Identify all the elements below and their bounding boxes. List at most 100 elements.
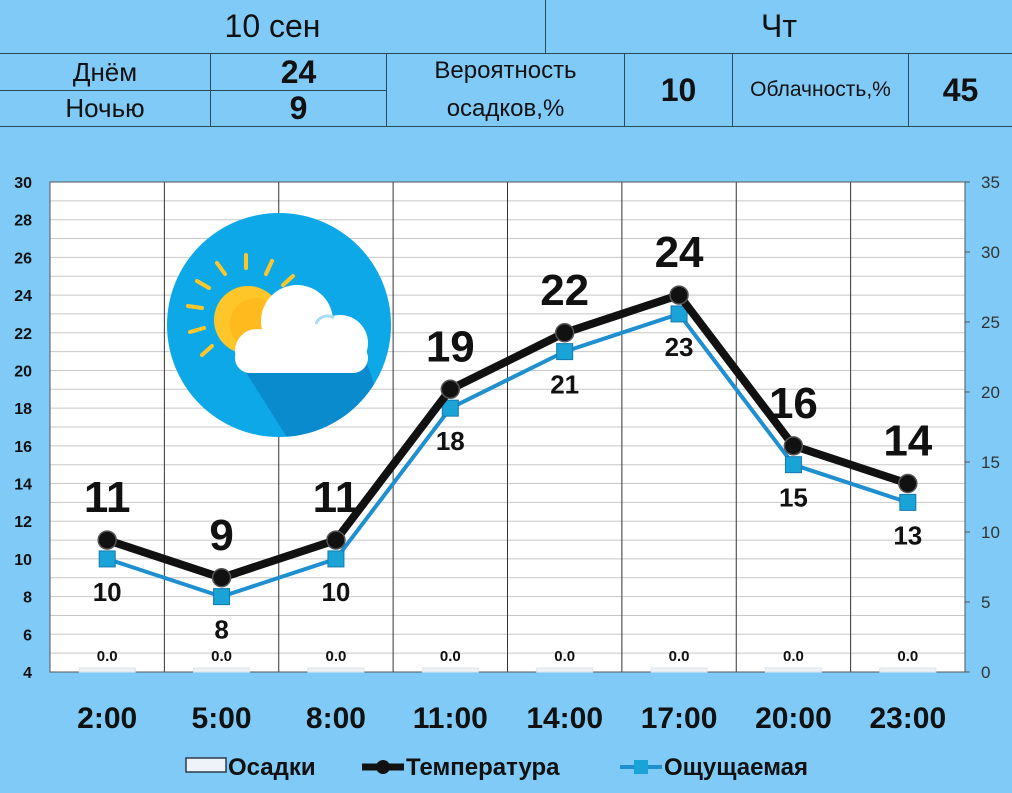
night-label: Ночью [65,93,145,123]
y-left-tick-label: 14 [14,477,32,494]
feels-like-value-label: 18 [436,426,465,456]
temperature-point [97,530,117,550]
feels-like-point [556,343,574,361]
x-tick-label: 17:00 [641,702,718,735]
precip-value-label: 0.0 [554,648,575,665]
header-divider [624,54,625,127]
legend-precip-swatch [185,757,227,773]
precip-probability-value: 10 [660,71,697,108]
x-tick-label: 2:00 [77,702,137,735]
y-right-tick-label: 30 [981,243,1000,262]
header-divider [0,126,1012,127]
y-left-tick-label: 24 [14,288,32,305]
precip-value-label: 0.0 [783,648,804,665]
precip-probability-label: Вероятность осадков,% [387,54,624,126]
temperature-line [105,291,910,582]
y-right-tick-label: 20 [981,383,1000,402]
temperature-point [898,473,918,494]
precip-label-line2: осадков,% [446,95,565,122]
temperature-value-label: 22 [540,266,589,315]
temperature-point [783,436,804,456]
legend-feels-marker [634,760,648,774]
precip-bar [193,667,251,673]
feels-like-value-label: 8 [214,615,228,645]
y-right-tick-label: 10 [981,523,1000,542]
feels-like-point [327,550,345,568]
precip-bar [536,667,594,673]
partly-cloudy-icon [167,213,391,437]
feels-like-point [213,588,231,606]
feels-like-value-label: 15 [779,483,808,513]
temperature-series [97,285,918,588]
cloudiness-label: Облачность,% [750,78,891,101]
feels-like-value-label: 10 [93,577,122,607]
temperature-value-label: 16 [769,379,818,428]
y-left-tick-label: 12 [14,514,32,531]
forecast-header: 10 сен Чт Днём 24 Ночью 9 Вероятность ос… [0,0,1012,128]
header-divider [210,54,211,127]
feels-like-line [106,311,909,599]
temperature-value-label: 14 [883,417,932,466]
legend-precip-label: Осадки [228,754,316,781]
feels-like-point [98,550,116,568]
precip-value-label: 0.0 [440,648,461,665]
x-tick-label: 8:00 [306,702,366,735]
precipitation-series [78,667,937,673]
y-left-tick-label: 30 [14,175,32,192]
feels-like-value-label: 21 [550,370,579,400]
x-tick-label: 14:00 [526,702,603,735]
temperature-value-label: 24 [655,228,704,277]
gridlines [49,181,966,673]
date-label: 10 сен [224,8,321,44]
y-left-tick-label: 10 [14,552,32,569]
header-divider [0,90,386,91]
precip-bar [650,667,708,673]
temperature-chart: 0.0 0.0 0.0 0.0 0.0 0.0 0.0 0.0 10 8 10 18 21 23 15 13 1… [14,173,1000,781]
y-left-tick-label: 22 [14,326,32,343]
header-divider [908,54,909,127]
cloudiness-value: 45 [942,71,979,108]
temperature-point [440,379,461,400]
y-left-tick-label: 20 [14,363,32,380]
header-divider [386,54,387,127]
feels-like-value-label: 10 [321,577,350,607]
temperature-value-label: 19 [426,322,475,371]
y-left-tick-label: 26 [14,250,32,267]
legend-feels-label: Ощущаемая [664,754,808,781]
y-left-tick-label: 18 [14,401,32,418]
precip-value-label: 0.0 [97,648,118,665]
legend-temperature-label: Температура [406,754,560,781]
y-left-tick-label: 16 [14,439,32,456]
day-label: Днём [72,56,138,87]
feels-like-series [98,305,917,606]
y-right-tick-label: 0 [981,663,990,682]
temperature-value-label: 11 [313,473,360,522]
night-temperature: 9 [289,90,308,126]
precip-bar [764,667,822,673]
weekday-label: Чт [761,8,797,44]
feels-like-value-label: 13 [893,520,922,550]
temperature-point [554,323,575,343]
y-left-tick-label: 6 [23,627,32,644]
x-tick-label: 20:00 [755,702,832,735]
precip-value-label: 0.0 [897,648,918,665]
y-left-tick-label: 8 [23,590,32,607]
precip-bar [307,667,365,673]
y-right-tick-label: 5 [981,593,990,612]
x-tick-label: 23:00 [869,702,946,735]
x-tick-label: 5:00 [192,702,252,735]
precip-label-line1: Вероятность [434,57,577,84]
feels-like-point [784,456,802,474]
axes: 4 6 8 10 12 14 16 18 20 22 24 26 28 30 0 5 10 15 20 25 30 35 2… [14,173,1000,735]
feels-like-value-label: 23 [665,332,694,362]
legend: Осадки Температура Ощущаемая [185,754,808,781]
precip-bar [78,667,136,673]
precip-value-label: 0.0 [326,648,347,665]
legend-temperature-marker [376,760,390,774]
y-left-tick-label: 28 [14,213,32,230]
header-divider [732,54,733,127]
data-labels: 0.0 0.0 0.0 0.0 0.0 0.0 0.0 0.0 10 8 10 18 21 23 15 13 1… [84,228,933,665]
plot-border [49,181,966,673]
y-right-tick-label: 15 [981,453,1000,472]
feels-like-point [899,493,917,511]
